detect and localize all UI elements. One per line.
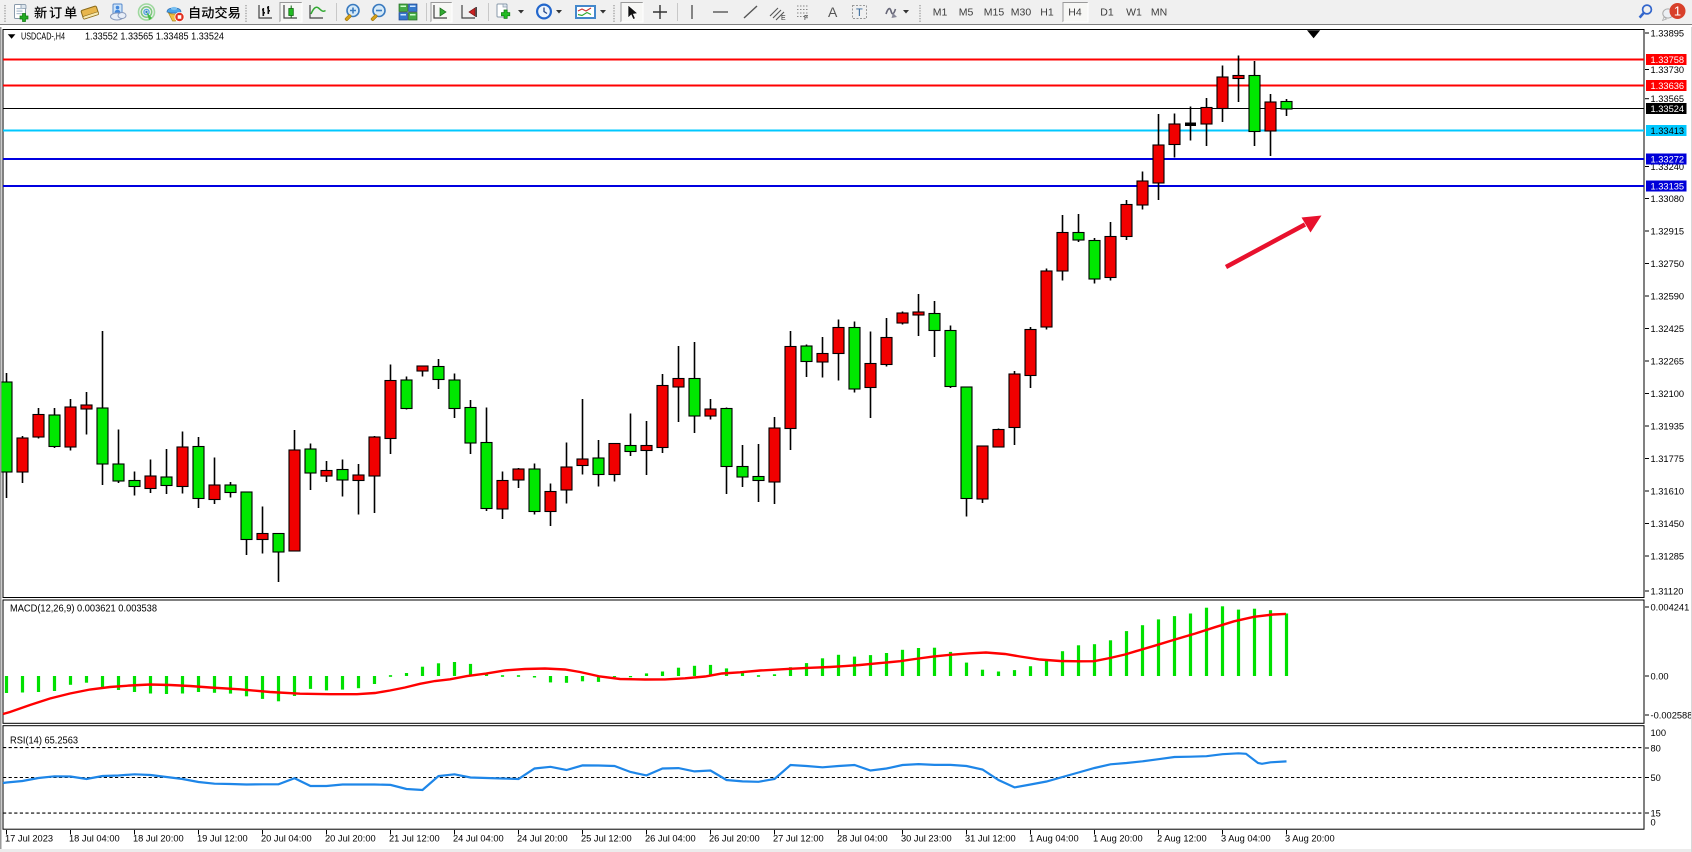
svg-text:50: 50: [1651, 773, 1661, 783]
svg-text:1.33895: 1.33895: [1651, 28, 1685, 38]
svg-text:1.33080: 1.33080: [1651, 194, 1685, 204]
svg-text:1.32590: 1.32590: [1651, 291, 1685, 301]
svg-text:1.33524: 1.33524: [1651, 104, 1685, 114]
svg-text:20 Jul 04:00: 20 Jul 04:00: [261, 833, 312, 843]
svg-text:100: 100: [1651, 728, 1667, 738]
svg-text:M1: M1: [933, 7, 948, 19]
svg-text:21 Jul 12:00: 21 Jul 12:00: [389, 833, 440, 843]
svg-text:-0.002588: -0.002588: [1651, 710, 1692, 720]
svg-text:2 Aug 12:00: 2 Aug 12:00: [1157, 833, 1207, 843]
svg-text:RSI(14) 65.2563: RSI(14) 65.2563: [10, 736, 79, 747]
svg-text:1.33272: 1.33272: [1651, 154, 1685, 164]
svg-text:18 Jul 20:00: 18 Jul 20:00: [133, 833, 184, 843]
svg-text:MN: MN: [1151, 7, 1167, 19]
svg-text:M5: M5: [959, 7, 974, 19]
svg-text:D1: D1: [1100, 7, 1114, 19]
svg-text:1.31120: 1.31120: [1651, 586, 1684, 596]
svg-text:W1: W1: [1126, 7, 1142, 19]
svg-text:H1: H1: [1040, 7, 1054, 19]
svg-text:20 Jul 20:00: 20 Jul 20:00: [325, 833, 376, 843]
svg-text:3 Aug 04:00: 3 Aug 04:00: [1221, 833, 1271, 843]
svg-text:H4: H4: [1068, 7, 1082, 19]
svg-text:MACD(12,26,9) 0.003621 0.00353: MACD(12,26,9) 0.003621 0.003538: [10, 604, 158, 615]
svg-text:1.33758: 1.33758: [1651, 55, 1685, 65]
svg-text:1.33135: 1.33135: [1651, 181, 1685, 191]
svg-text:1.32915: 1.32915: [1651, 226, 1685, 236]
svg-text:1 Aug 20:00: 1 Aug 20:00: [1093, 833, 1143, 843]
svg-text:0.004241: 0.004241: [1651, 602, 1690, 612]
svg-text:80: 80: [1651, 743, 1661, 753]
svg-text:A: A: [828, 4, 838, 20]
svg-text:1.31935: 1.31935: [1651, 421, 1685, 431]
svg-text:1.32265: 1.32265: [1651, 356, 1685, 366]
svg-text:F: F: [804, 15, 808, 22]
svg-text:1.32750: 1.32750: [1651, 259, 1685, 269]
svg-text:USDCAD-,H4: USDCAD-,H4: [21, 32, 65, 43]
svg-text:1.32425: 1.32425: [1651, 324, 1685, 334]
svg-text:1.32100: 1.32100: [1651, 389, 1685, 399]
svg-text:1: 1: [1674, 4, 1681, 19]
svg-text:0.00: 0.00: [1651, 671, 1669, 681]
svg-text:1.31775: 1.31775: [1651, 454, 1685, 464]
svg-text:18 Jul 04:00: 18 Jul 04:00: [69, 833, 120, 843]
svg-text:M15: M15: [984, 7, 1005, 19]
svg-text:24 Jul 20:00: 24 Jul 20:00: [517, 833, 568, 843]
svg-text:1.33413: 1.33413: [1651, 126, 1685, 136]
svg-text:26 Jul 04:00: 26 Jul 04:00: [645, 833, 696, 843]
svg-text:1.33565: 1.33565: [1651, 94, 1685, 104]
svg-text:15: 15: [1651, 808, 1661, 818]
svg-text:0: 0: [1651, 817, 1656, 827]
svg-text:24 Jul 04:00: 24 Jul 04:00: [453, 833, 504, 843]
svg-text:1 Aug 04:00: 1 Aug 04:00: [1029, 833, 1079, 843]
svg-text:25 Jul 12:00: 25 Jul 12:00: [581, 833, 632, 843]
svg-text:1.33730: 1.33730: [1651, 65, 1685, 75]
svg-text:27 Jul 12:00: 27 Jul 12:00: [773, 833, 824, 843]
svg-text:17 Jul 2023: 17 Jul 2023: [5, 833, 53, 843]
svg-text:3 Aug 20:00: 3 Aug 20:00: [1285, 833, 1335, 843]
svg-text:1.33240: 1.33240: [1651, 162, 1685, 172]
svg-text:31 Jul 12:00: 31 Jul 12:00: [965, 833, 1016, 843]
svg-text:28 Jul 04:00: 28 Jul 04:00: [837, 833, 888, 843]
svg-text:T: T: [856, 7, 863, 19]
svg-text:26 Jul 20:00: 26 Jul 20:00: [709, 833, 760, 843]
svg-text:E: E: [781, 15, 786, 22]
svg-text:30 Jul 23:00: 30 Jul 23:00: [901, 833, 952, 843]
svg-text:1.31450: 1.31450: [1651, 519, 1685, 529]
svg-text:1.31285: 1.31285: [1651, 551, 1685, 561]
svg-text:1.33636: 1.33636: [1651, 81, 1685, 91]
svg-text:1.31610: 1.31610: [1651, 486, 1685, 496]
svg-text:1.33552 1.33565 1.33485 1.3352: 1.33552 1.33565 1.33485 1.33524: [85, 32, 225, 43]
svg-text:19 Jul 12:00: 19 Jul 12:00: [197, 833, 248, 843]
svg-text:M30: M30: [1011, 7, 1032, 19]
